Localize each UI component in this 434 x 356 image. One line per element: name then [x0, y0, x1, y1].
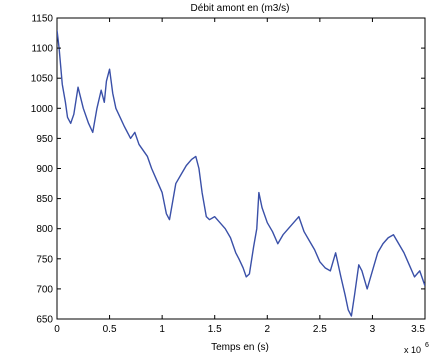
x-tick-label: 2 [265, 324, 271, 335]
y-tick-label: 700 [36, 284, 53, 295]
y-tick-label: 1000 [31, 104, 54, 115]
chart-title: Débit amont en (m3/s) [191, 3, 290, 14]
x-multiplier-exponent: 6 [425, 342, 429, 349]
plot-area [56, 17, 426, 320]
x-multiplier-base: x 10 [404, 345, 421, 355]
y-tick-label: 850 [36, 194, 53, 205]
data-line-series [57, 29, 425, 317]
x-tick-label: 1 [159, 324, 165, 335]
x-tick-label: 1.5 [208, 324, 222, 335]
y-tick-label: 750 [36, 254, 53, 265]
x-tick-label: 3 [370, 324, 376, 335]
y-tick-label: 1150 [31, 14, 53, 25]
y-tick-label: 1050 [31, 74, 54, 85]
y-axis-ticks: 650 700 750 800 850 900 950 1000 1050 1100 1150 [31, 14, 425, 326]
x-tick-label: 0 [54, 324, 60, 335]
y-tick-label: 1100 [31, 44, 53, 55]
y-tick-label: 800 [36, 224, 53, 235]
y-tick-label: 950 [36, 134, 53, 145]
y-tick-label: 650 [36, 315, 53, 326]
x-tick-label: 0.5 [103, 324, 117, 335]
x-axis-multiplier: x 10 6 [404, 342, 429, 355]
x-axis-label: Temps en (s) [211, 342, 269, 353]
x-tick-label: 2.5 [313, 324, 327, 335]
x-axis-ticks: 0 0.5 1 1.5 2 2.5 3 3.5 [54, 18, 426, 335]
y-tick-label: 900 [36, 164, 53, 175]
axes-box [56, 17, 426, 320]
x-tick-label: 3.5 [411, 324, 425, 335]
